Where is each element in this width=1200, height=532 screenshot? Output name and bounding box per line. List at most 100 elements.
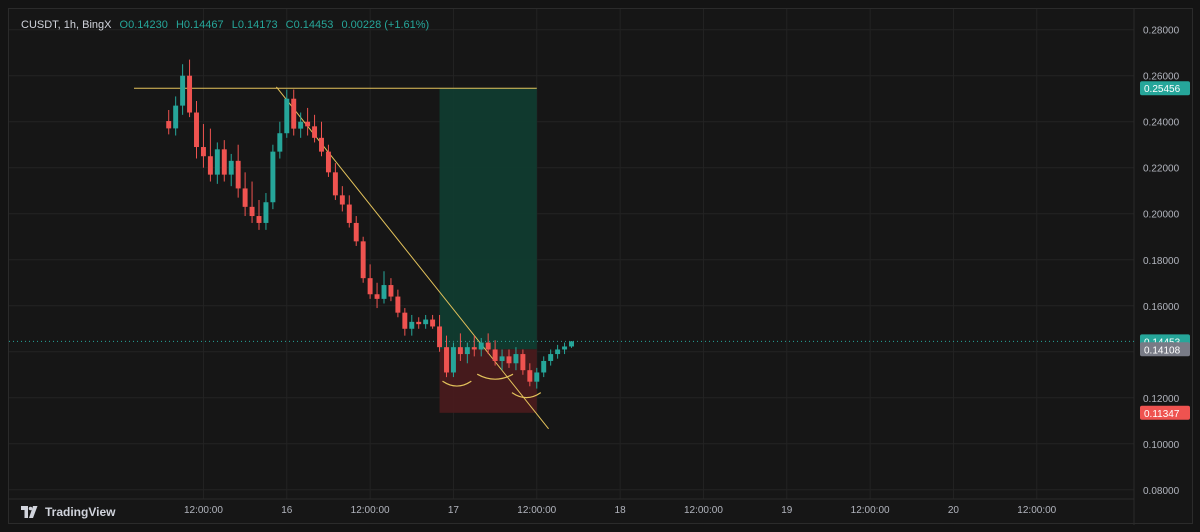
- time-tick-label: 12:00:00: [184, 505, 223, 516]
- candle-body: [492, 349, 498, 361]
- candle: [395, 289, 401, 318]
- candle-body: [263, 202, 269, 223]
- candle: [291, 89, 297, 136]
- pattern-arc: [442, 380, 472, 387]
- price-tick-label: 0.20000: [1143, 210, 1180, 221]
- candle: [569, 340, 574, 348]
- candle: [173, 96, 179, 136]
- candle-body: [187, 75, 193, 113]
- candle: [367, 264, 373, 299]
- time-tick-label: 20: [948, 505, 960, 516]
- candle-body: [374, 294, 380, 299]
- candle-body: [298, 121, 304, 129]
- candle: [207, 128, 213, 182]
- candle-body: [291, 98, 297, 129]
- candle-body: [367, 278, 373, 295]
- tradingview-logo-icon: [21, 506, 38, 518]
- candle: [374, 282, 380, 309]
- candle-body: [444, 347, 449, 373]
- price-label-box: [1140, 81, 1190, 96]
- candle: [284, 89, 290, 138]
- candle: [256, 199, 262, 230]
- candle: [381, 271, 387, 304]
- candle: [416, 317, 422, 329]
- candle: [200, 124, 206, 168]
- time-tick-label: 17: [448, 505, 460, 516]
- candle-body: [437, 326, 443, 348]
- candle-body: [548, 354, 554, 361]
- time-tick-label: 18: [615, 505, 627, 516]
- candle: [221, 140, 227, 182]
- candle-body: [228, 160, 234, 175]
- price-label-box: [1140, 342, 1190, 357]
- time-tick-label: 12:00:00: [851, 505, 890, 516]
- candle: [180, 64, 186, 115]
- candle: [444, 335, 449, 378]
- symbol-label[interactable]: CUSDT, 1h, BingX: [21, 19, 112, 31]
- candle: [187, 59, 193, 118]
- tradingview-brand[interactable]: TradingView: [21, 505, 115, 519]
- candle-body: [360, 241, 366, 279]
- candle-body: [270, 151, 276, 203]
- candle: [312, 114, 318, 143]
- candle-body: [541, 360, 547, 373]
- candle-body: [256, 216, 262, 223]
- candle-body: [464, 347, 470, 355]
- candle-body: [214, 149, 220, 175]
- candle: [263, 193, 269, 230]
- time-tick-label: 12:00:00: [517, 505, 556, 516]
- high-value: H0.14467: [175, 19, 224, 31]
- candle: [520, 349, 526, 375]
- price-tick-label: 0.24000: [1143, 118, 1180, 129]
- candle: [527, 363, 533, 387]
- candle: [555, 344, 561, 359]
- candle: [478, 337, 484, 357]
- candle-body: [305, 121, 311, 127]
- chart-canvas[interactable]: 0.28000 0.26000 0.24000 0.22000 0.20000 0.180…: [9, 9, 1194, 525]
- candle-body: [430, 319, 436, 327]
- candle: [305, 107, 311, 136]
- candle: [423, 314, 429, 329]
- candle-body: [332, 172, 338, 196]
- candle-body: [319, 137, 324, 152]
- candle: [228, 153, 234, 187]
- candle: [235, 144, 241, 198]
- candle-body: [235, 160, 241, 189]
- time-tick-label: 19: [781, 505, 793, 516]
- price-tick-label: 0.10000: [1143, 440, 1180, 451]
- candle-body: [409, 321, 415, 329]
- brand-label: TradingView: [45, 505, 116, 519]
- candle-body: [402, 312, 408, 329]
- candle: [450, 342, 456, 378]
- candle-body: [242, 188, 248, 207]
- candle-body: [506, 356, 512, 364]
- candle: [332, 163, 338, 200]
- candle-body: [534, 372, 540, 382]
- price-label-text: 0.11347: [1144, 409, 1180, 420]
- candle-body: [221, 149, 227, 175]
- change-value: 0.00228 (+1.61%): [341, 19, 430, 31]
- candle-body: [555, 349, 561, 355]
- price-label: 0.14108: [1140, 342, 1190, 357]
- candle: [166, 109, 172, 135]
- candle-body: [277, 133, 283, 152]
- price-tick-label: 0.08000: [1143, 486, 1180, 497]
- candle: [513, 347, 519, 371]
- candle-body: [284, 98, 290, 134]
- candle: [485, 333, 491, 355]
- candle-body: [485, 342, 491, 350]
- candle-body: [416, 321, 422, 325]
- candle-body: [173, 105, 179, 129]
- target-zone: [439, 88, 537, 350]
- price-tick-label: 0.18000: [1143, 256, 1180, 267]
- price-tick-label: 0.16000: [1143, 302, 1180, 313]
- price-label: 0.11347: [1140, 405, 1190, 420]
- open-value: O0.14230: [119, 19, 168, 31]
- candle-body: [180, 75, 186, 106]
- candle-body: [388, 285, 394, 297]
- candle-body: [562, 346, 568, 350]
- candle: [548, 349, 554, 366]
- candle: [464, 342, 470, 364]
- candle: [270, 144, 276, 210]
- candle: [325, 144, 331, 177]
